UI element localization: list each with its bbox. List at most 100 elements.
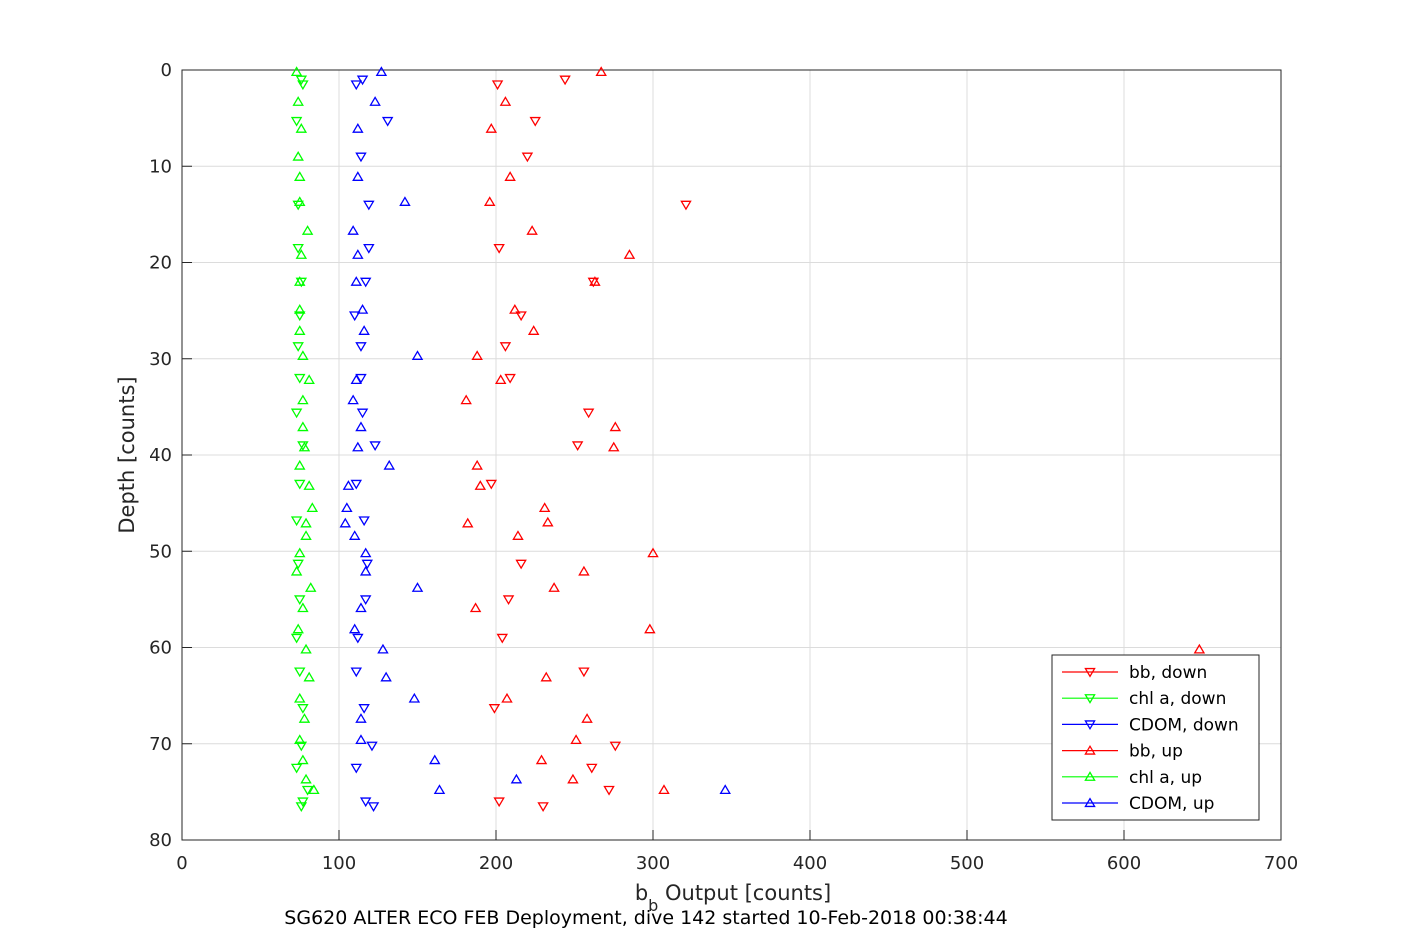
data-point [587, 277, 600, 288]
data-point [348, 530, 361, 540]
data-point [496, 633, 509, 644]
data-point [295, 802, 308, 812]
data-point [719, 784, 731, 795]
data-point [294, 692, 306, 703]
data-point [578, 565, 590, 576]
data-point [375, 66, 388, 77]
data-point [502, 595, 515, 606]
data-point [504, 171, 516, 181]
data-point [540, 671, 552, 682]
data-point [303, 480, 315, 490]
data-point [363, 200, 375, 211]
data-point [352, 633, 364, 644]
data-point [582, 408, 595, 419]
data-point [499, 96, 512, 106]
legend-entry-label: CDOM, down [1129, 715, 1239, 735]
data-point [295, 249, 308, 259]
data-point [350, 276, 363, 286]
data-point [499, 342, 512, 352]
data-point [567, 773, 579, 784]
data-point [355, 152, 367, 163]
data-point [297, 394, 309, 405]
data-point [290, 516, 303, 527]
data-point [493, 243, 505, 254]
data-point [521, 152, 534, 163]
y-tick-label: 70 [149, 734, 172, 755]
data-point [359, 595, 372, 606]
data-point [603, 785, 615, 796]
data-point [294, 171, 306, 181]
data-point [578, 667, 590, 678]
data-point [301, 225, 314, 235]
data-point [595, 66, 607, 77]
data-point [294, 459, 306, 470]
data-point [297, 421, 309, 432]
data-point [359, 565, 372, 576]
data-point [292, 150, 304, 161]
y-tick-label: 60 [149, 638, 172, 659]
data-point [294, 479, 306, 490]
data-point [644, 623, 656, 634]
data-point [527, 325, 540, 335]
data-point [290, 116, 303, 127]
data-point [300, 643, 312, 654]
x-tick-label: 400 [793, 853, 827, 874]
data-point [295, 277, 308, 288]
data-point [367, 802, 380, 812]
data-point [609, 421, 622, 432]
data-point [290, 633, 303, 644]
data-point [290, 408, 303, 419]
legend: bb, down chl a, down CDOM, down bb, up chl a… [1051, 654, 1260, 821]
data-point [294, 196, 306, 206]
data-point [380, 671, 392, 682]
data-point [347, 225, 359, 235]
series-0 [485, 75, 692, 812]
data-point [356, 75, 369, 86]
data-point [339, 517, 352, 528]
data-point [294, 547, 306, 558]
data-point [381, 116, 394, 127]
x-axis-label-main: b [635, 881, 648, 905]
data-point [408, 692, 421, 703]
data-point [355, 713, 367, 723]
data-point [355, 602, 367, 613]
data-point [623, 249, 636, 259]
data-point [297, 797, 309, 808]
data-point [350, 374, 363, 385]
data-point [355, 734, 367, 744]
x-axis-label-subscript: b [648, 896, 658, 915]
data-point [377, 643, 389, 654]
y-axis-label: Depth [counts] [115, 376, 139, 533]
data-point [294, 667, 306, 678]
data-point [501, 692, 513, 703]
data-point [433, 784, 446, 795]
data-point [589, 276, 601, 286]
data-point [347, 394, 359, 405]
data-point [535, 754, 548, 765]
data-point [352, 171, 364, 181]
data-point [512, 530, 524, 540]
data-point [515, 311, 527, 322]
data-point [488, 704, 501, 714]
data-point [294, 734, 306, 744]
data-point [295, 75, 308, 86]
data-point [494, 374, 507, 385]
data-point [342, 480, 355, 490]
data-point [411, 350, 424, 360]
legend-marker [1084, 771, 1096, 781]
data-point [581, 713, 593, 723]
data-point [361, 559, 373, 570]
data-point [306, 502, 319, 513]
data-point [297, 704, 309, 714]
data-point [537, 802, 549, 812]
data-point [483, 196, 496, 206]
legend-entry-label: chl a, up [1129, 768, 1202, 788]
data-point [294, 325, 306, 335]
x-tick-label: 100 [322, 853, 356, 874]
data-point [294, 311, 306, 322]
data-point [571, 441, 584, 452]
data-point [290, 763, 303, 774]
data-point [471, 459, 483, 470]
data-point [1193, 643, 1206, 654]
